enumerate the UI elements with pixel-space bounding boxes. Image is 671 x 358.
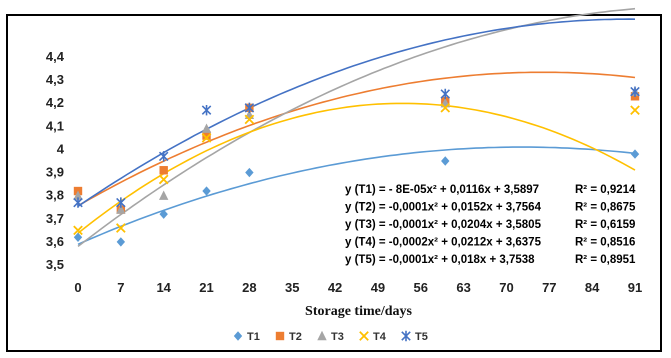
data-point-t3	[116, 204, 126, 214]
legend-item-t3: T3	[317, 330, 344, 343]
x-tick-label: 35	[285, 280, 299, 295]
legend-item-t2: T2	[275, 331, 302, 343]
y-tick-label: 3,8	[46, 188, 64, 203]
x-tick-label: 0	[74, 280, 81, 295]
r-squared-label: R² = 0,9214	[575, 184, 636, 196]
data-point-t4	[73, 225, 83, 236]
legend-marker	[233, 331, 243, 341]
trendline-t2	[77, 71, 636, 207]
legend-item-t4: T4	[359, 331, 387, 343]
y-tick-label: 3,6	[46, 234, 64, 249]
chart-frame	[6, 14, 662, 352]
data-point-t5	[116, 197, 126, 208]
data-point-t3	[201, 123, 212, 133]
y-tick-label: 4,3	[46, 72, 64, 87]
data-point-t4	[244, 114, 255, 125]
x-tick-label: 14	[156, 280, 171, 295]
legend-label: T3	[331, 331, 344, 343]
data-point-t4	[201, 133, 212, 143]
data-point-t5	[244, 102, 255, 114]
data-point-t5	[73, 197, 83, 208]
x-tick-label: 56	[414, 280, 428, 295]
data-point-t1	[630, 149, 640, 159]
data-point-t5	[201, 104, 212, 116]
y-tick-label: 4,1	[46, 118, 64, 133]
x-tick-label: 49	[371, 280, 385, 295]
legend-marker	[359, 331, 369, 341]
data-point-t1	[245, 167, 254, 178]
data-point-t3	[158, 190, 169, 200]
data-point-t4	[116, 223, 126, 233]
data-point-t2	[202, 131, 211, 140]
legend-marker	[275, 331, 285, 341]
data-point-t5	[630, 86, 640, 97]
y-tick-label: 4,2	[46, 95, 64, 110]
trendline-t1	[77, 146, 636, 246]
trend-equation: y (T4) = -0,0002x² + 0,0212x + 3,6375	[345, 237, 542, 249]
trend-equation: y (T2) = -0,0001x² + 0,0152x + 3,7564	[345, 202, 542, 214]
data-point-t3	[73, 190, 83, 200]
y-tick-label: 4	[57, 141, 65, 156]
trendline-t3	[77, 7, 636, 248]
legend-label: T2	[289, 331, 302, 343]
r-squared-label: R² = 0,6159	[575, 219, 635, 231]
data-point-t1	[116, 237, 126, 247]
x-tick-label: 91	[628, 280, 642, 295]
y-tick-label: 3,7	[46, 211, 64, 226]
r-squared-label: R² = 0,8675	[575, 202, 636, 214]
data-point-t2	[159, 166, 168, 175]
legend-marker	[401, 330, 411, 342]
r-squared-label: R² = 0,8951	[575, 254, 636, 266]
legend-item-t1: T1	[233, 331, 260, 343]
legend-marker	[317, 330, 327, 341]
legend-label: T4	[373, 331, 387, 343]
legend-label: T5	[415, 331, 428, 343]
x-tick-label: 21	[199, 280, 213, 295]
data-point-t1	[441, 156, 450, 166]
y-tick-label: 3,5	[46, 257, 64, 272]
trendline-t4	[77, 102, 636, 234]
r-squared-label: R² = 0,8516	[575, 237, 635, 249]
data-point-t5	[158, 151, 169, 162]
x-tick-label: 28	[242, 280, 256, 295]
data-point-t5	[440, 88, 451, 100]
legend-item-t5: T5	[401, 330, 428, 343]
data-point-t4	[158, 174, 169, 185]
data-point-t1	[202, 186, 211, 196]
x-tick-label: 63	[456, 280, 470, 295]
trend-equation: y (T3) = -0,0001x² + 0,0204x + 3,5805	[345, 219, 542, 231]
x-tick-label: 7	[117, 280, 124, 295]
x-tick-label: 70	[499, 280, 513, 295]
y-tick-label: 4,4	[46, 49, 65, 64]
x-tick-label: 42	[328, 280, 342, 295]
y-tick-label: 3,9	[46, 165, 64, 180]
trendline-t5	[77, 18, 636, 207]
trend-equation: y (T5) = -0,0001x² + 0,018x + 3,7538	[345, 254, 535, 266]
x-axis-label: Storage time/days	[305, 304, 412, 319]
x-tick-label: 84	[585, 280, 600, 295]
x-tick-label: 77	[542, 280, 556, 295]
legend-label: T1	[247, 331, 260, 343]
data-point-t1	[159, 209, 168, 219]
trend-equation: y (T1) = - 8E-05x² + 0,0116x + 3,5897	[345, 184, 539, 196]
data-point-t1	[73, 232, 83, 242]
data-point-t4	[440, 103, 451, 113]
data-point-t4	[630, 105, 640, 115]
